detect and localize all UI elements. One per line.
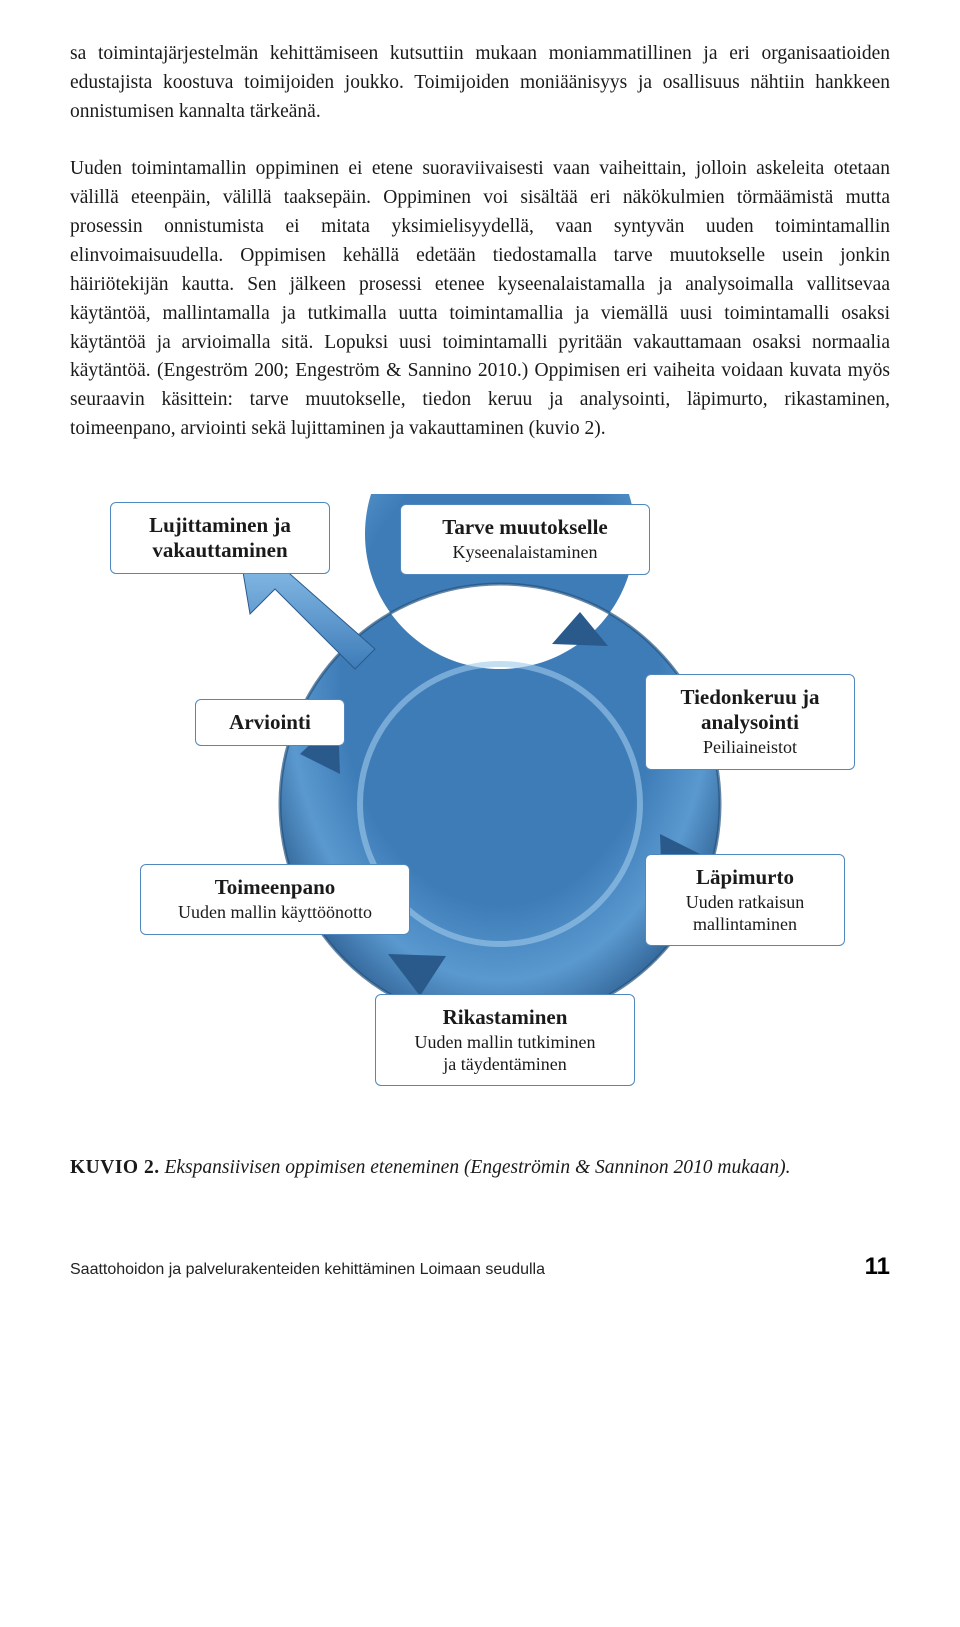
node-sub: Uuden mallin käyttöönotto [155,902,395,924]
page-footer: Saattohoidon ja palvelurakenteiden kehit… [70,1253,890,1281]
node-tiedonkeruu: Tiedonkeruu jaanalysointi Peiliaineistot [645,674,855,770]
node-sub: Uuden ratkaisunmallintaminen [660,892,830,935]
node-rikastaminen: Rikastaminen Uuden mallin tutkiminenja t… [375,994,635,1086]
node-title: Arviointi [210,710,330,735]
node-title: Tarve muutokselle [415,515,635,540]
node-title: Toimeenpano [155,875,395,900]
caption-text: Ekspansiivisen oppimisen eteneminen (Eng… [160,1157,791,1178]
node-title: Läpimurto [660,865,830,890]
figure-caption: KUVIO 2. Ekspansiivisen oppimisen etenem… [70,1154,890,1183]
node-title: Tiedonkeruu jaanalysointi [660,685,840,735]
footer-text: Saattohoidon ja palvelurakenteiden kehit… [70,1261,545,1279]
page-number: 11 [865,1253,890,1281]
caption-label: KUVIO 2. [70,1157,160,1178]
node-sub: Kyseenalaistaminen [415,542,635,564]
node-toimeenpano: Toimeenpano Uuden mallin käyttöönotto [140,864,410,935]
node-sub: Uuden mallin tutkiminenja täydentäminen [390,1032,620,1075]
body-paragraph: sa toimintajärjestelmän kehittämiseen ku… [70,40,890,444]
node-arviointi: Arviointi [195,699,345,746]
body-text: sa toimintajärjestelmän kehittämiseen ku… [70,40,890,444]
node-sub: Peiliaineistot [660,737,840,759]
node-title: Lujittaminen javakauttaminen [125,513,315,563]
cycle-diagram: Lujittaminen javakauttaminen Tarve muuto… [100,494,860,1114]
node-title: Rikastaminen [390,1005,620,1030]
node-lapimurto: Läpimurto Uuden ratkaisunmallintaminen [645,854,845,946]
node-tarve-muutokselle: Tarve muutokselle Kyseenalaistaminen [400,504,650,575]
node-lujittaminen: Lujittaminen javakauttaminen [110,502,330,574]
